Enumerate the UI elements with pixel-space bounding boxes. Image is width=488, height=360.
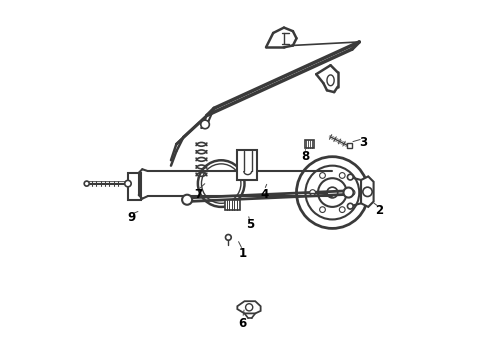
Circle shape xyxy=(339,172,345,178)
Bar xyxy=(237,149,257,180)
Circle shape xyxy=(182,195,192,205)
Circle shape xyxy=(319,172,325,178)
Text: 4: 4 xyxy=(260,188,268,201)
Circle shape xyxy=(309,190,315,195)
Circle shape xyxy=(362,187,371,197)
Text: 6: 6 xyxy=(238,317,246,330)
Circle shape xyxy=(225,234,231,240)
Circle shape xyxy=(124,180,131,187)
Circle shape xyxy=(84,181,89,186)
Text: 7: 7 xyxy=(193,188,202,201)
Circle shape xyxy=(296,157,367,228)
Circle shape xyxy=(319,207,325,212)
Circle shape xyxy=(343,188,353,198)
Bar xyxy=(346,143,351,148)
Text: 1: 1 xyxy=(238,247,246,260)
Text: 2: 2 xyxy=(374,204,382,217)
Circle shape xyxy=(201,120,209,129)
Bar xyxy=(224,201,239,211)
Text: 5: 5 xyxy=(245,218,253,231)
Circle shape xyxy=(346,203,352,209)
Circle shape xyxy=(198,160,244,207)
Bar xyxy=(304,140,313,148)
Polygon shape xyxy=(360,176,373,207)
Circle shape xyxy=(348,190,354,195)
Circle shape xyxy=(245,304,252,311)
Text: 8: 8 xyxy=(301,150,309,163)
Bar xyxy=(128,173,140,200)
Circle shape xyxy=(346,174,352,180)
Text: 3: 3 xyxy=(358,136,366,149)
Polygon shape xyxy=(237,301,260,314)
Text: 9: 9 xyxy=(127,211,135,224)
Circle shape xyxy=(339,207,345,212)
